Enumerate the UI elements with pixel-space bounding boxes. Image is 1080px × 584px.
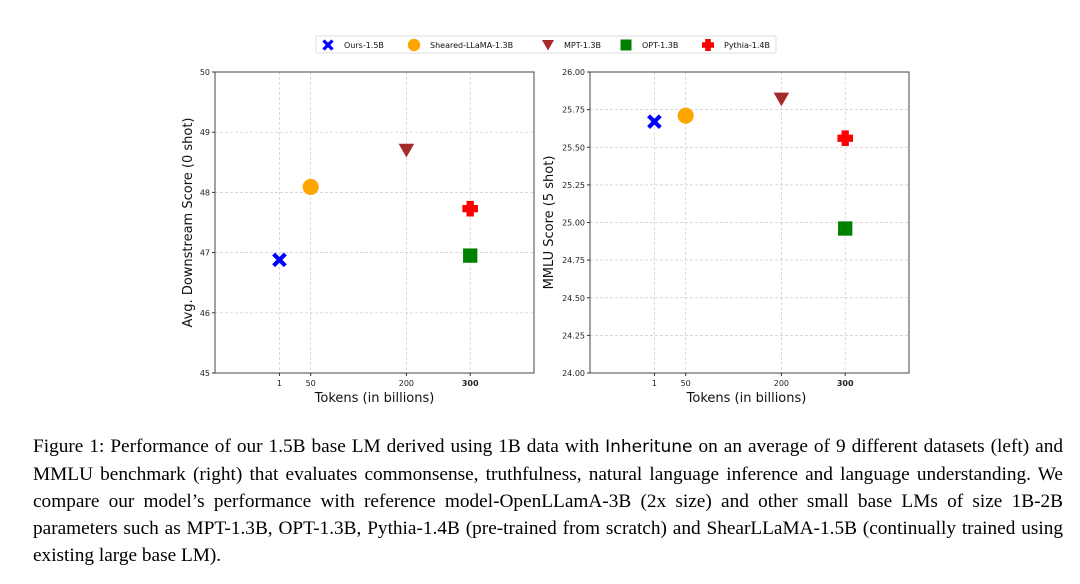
legend-marker-plus-icon bbox=[702, 39, 714, 51]
y-tick-label: 25.25 bbox=[562, 181, 585, 190]
chart-left: 45 46 47 48 49 50 1 50 200 300 Tokens (in billions… bbox=[181, 68, 535, 406]
y-tick-label: 24.50 bbox=[562, 294, 585, 303]
caption-text-cont: on an average of 9 different datasets (l… bbox=[33, 436, 1063, 566]
y-tick-label: 25.00 bbox=[562, 219, 585, 228]
legend-item: Sheared-LLaMA-1.3B bbox=[407, 38, 513, 52]
legend: Ours-1.5B Sheared-LLaMA-1.3B MPT-1.3B OPT-1… bbox=[315, 35, 777, 54]
caption-text: Figure 1: Performance of our 1.5B base L… bbox=[33, 436, 606, 457]
caption-method-name: Inheritune bbox=[605, 437, 693, 457]
legend-marker-circle-icon bbox=[407, 38, 421, 52]
legend-label: Pythia-1.4B bbox=[724, 41, 770, 50]
x-tick-label: 1 bbox=[652, 379, 657, 388]
x-tick-label: 300 bbox=[837, 379, 854, 388]
point-Sheared-LLaMA-1.3B bbox=[302, 178, 319, 196]
legend-label: Sheared-LLaMA-1.3B bbox=[430, 41, 513, 50]
plot-frame bbox=[589, 71, 910, 374]
y-tick-label: 49 bbox=[200, 128, 210, 137]
y-tick-label: 48 bbox=[200, 188, 210, 197]
point-Sheared-LLaMA-1.3B bbox=[677, 107, 694, 124]
legend-marker-square-icon bbox=[620, 39, 632, 51]
x-tick-label: 50 bbox=[306, 379, 316, 388]
y-axis-label: MMLU Score (5 shot) bbox=[542, 156, 557, 290]
point-Ours-1.5B bbox=[647, 114, 662, 129]
x-tick-label: 50 bbox=[681, 379, 691, 388]
figure-charts: Ours-1.5B Sheared-LLaMA-1.3B MPT-1.3B OPT-1… bbox=[181, 35, 910, 406]
x-axis-label: Tokens (in billions) bbox=[314, 391, 435, 406]
y-tick-label: 24.75 bbox=[562, 256, 585, 265]
x-tick-label: 200 bbox=[399, 379, 414, 388]
x-axis-label: Tokens (in billions) bbox=[686, 391, 807, 406]
chart-right: 24.00 24.25 24.50 24.75 25.00 25.25 25.50 25.75… bbox=[542, 68, 910, 406]
point-OPT-1.3B bbox=[463, 248, 478, 263]
y-tick-label: 24.25 bbox=[562, 331, 585, 340]
y-axis-label: Avg. Downstream Score (0 shot) bbox=[181, 117, 196, 327]
y-tick-label: 45 bbox=[200, 369, 210, 378]
y-tick-label: 25.50 bbox=[562, 143, 585, 152]
point-MPT-1.3B bbox=[398, 143, 415, 158]
x-tick-label: 1 bbox=[277, 379, 282, 388]
y-tick-label: 47 bbox=[200, 249, 210, 258]
figure-caption: Figure 1: Performance of our 1.5B base L… bbox=[33, 433, 1063, 569]
point-Pythia-1.4B bbox=[462, 200, 478, 217]
legend-item: MPT-1.3B bbox=[542, 40, 601, 51]
point-OPT-1.3B bbox=[838, 221, 853, 236]
legend-item: Ours-1.5B bbox=[322, 39, 384, 51]
plot-frame bbox=[214, 71, 535, 374]
point-Pythia-1.4B bbox=[837, 130, 853, 147]
y-tick-label: 25.75 bbox=[562, 106, 585, 115]
y-tick-label: 24.00 bbox=[562, 369, 585, 378]
point-Ours-1.5B bbox=[272, 252, 287, 268]
legend-label: Ours-1.5B bbox=[344, 41, 384, 50]
point-MPT-1.3B bbox=[773, 92, 790, 107]
y-tick-label: 26.00 bbox=[562, 68, 585, 77]
x-tick-label: 300 bbox=[462, 379, 479, 388]
legend-item: OPT-1.3B bbox=[620, 39, 678, 51]
y-tick-label: 46 bbox=[200, 309, 210, 318]
legend-item: Pythia-1.4B bbox=[702, 39, 770, 51]
legend-label: OPT-1.3B bbox=[642, 41, 678, 50]
legend-marker-x-icon bbox=[322, 39, 334, 51]
legend-marker-triangle-down-icon bbox=[542, 40, 554, 51]
legend-label: MPT-1.3B bbox=[564, 41, 601, 50]
y-tick-label: 50 bbox=[200, 68, 210, 77]
x-tick-label: 200 bbox=[774, 379, 789, 388]
